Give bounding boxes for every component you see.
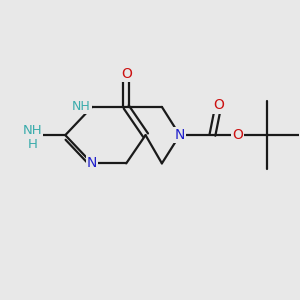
Text: N: N <box>175 128 185 142</box>
Text: O: O <box>213 98 224 112</box>
Text: NH: NH <box>23 124 42 137</box>
Text: N: N <box>87 156 97 170</box>
Text: O: O <box>232 128 243 142</box>
Text: H: H <box>28 138 38 151</box>
Text: O: O <box>121 67 132 81</box>
Text: NH: NH <box>72 100 91 113</box>
